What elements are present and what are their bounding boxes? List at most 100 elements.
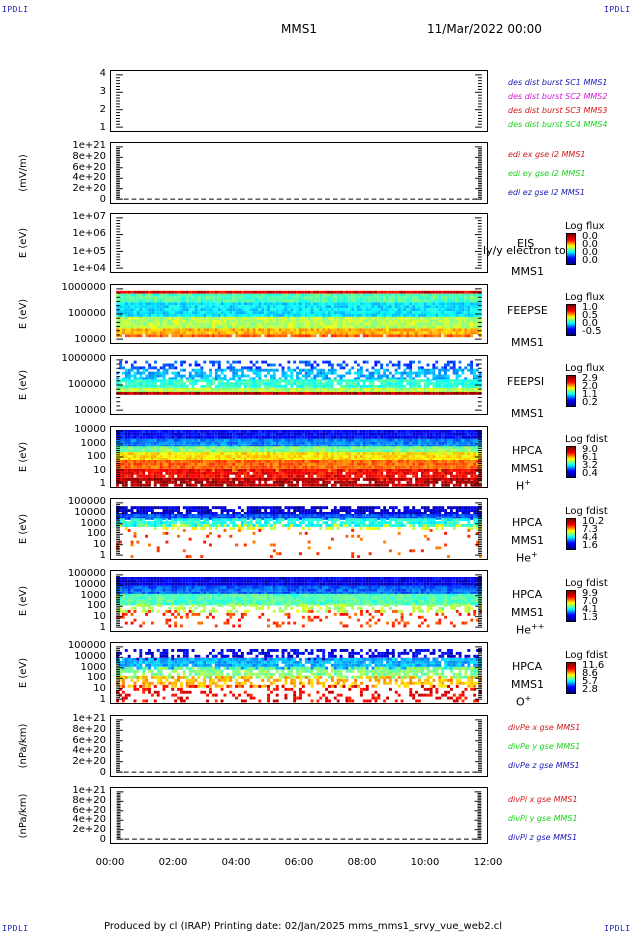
ylabel: E (eV) [18, 513, 29, 545]
xtick-label: 06:00 [284, 857, 314, 868]
colorbar-title: Log fdist [565, 650, 608, 661]
colorbar-tick: 6.1 [582, 452, 598, 463]
legend-entry: des dist burst SC4 MMS4 [508, 120, 608, 129]
ytick-label: 4 [99, 68, 106, 79]
ytick-label: 8e+20 [72, 723, 106, 735]
ytick-label: 100000 [67, 640, 106, 651]
colorbar-title: Log flux [565, 292, 605, 303]
ytick-label: 10 [93, 683, 106, 695]
spectrogram-p6 [116, 430, 482, 487]
spacecraft-label: MMS1 [511, 606, 544, 619]
spacecraft-label: MMS1 [511, 678, 544, 691]
colorbar [566, 375, 576, 407]
ytick-label: 1e+04 [72, 263, 106, 274]
ytick-label: 2 [99, 104, 106, 115]
panel-p8 [110, 570, 488, 632]
panel-p5 [110, 355, 488, 415]
legend-entry: divPe z gse MMS1 [508, 761, 580, 770]
panel-p6 [110, 426, 488, 488]
colorbar-tick: 11.6 [582, 660, 605, 671]
legend-entry: edi ey gse l2 MMS1 [508, 169, 586, 178]
instrument-label: FEEPSE [507, 304, 548, 317]
species-label: He+ [516, 550, 538, 565]
ytick-label: 6e+20 [72, 804, 106, 816]
legend-entry: des dist burst SC3 MMS3 [508, 106, 608, 115]
ytick-label: 1 [99, 122, 106, 133]
instrument-label: HPCA [512, 660, 543, 673]
species-charge: + [531, 550, 538, 559]
ytick-label: 10 [93, 611, 106, 623]
species-name: He [516, 623, 532, 637]
species-label: He++ [516, 622, 544, 637]
ytick-label: 1 [99, 478, 106, 489]
ytick-label: 4e+20 [72, 172, 106, 184]
colorbar-tick: 0.0 [582, 231, 598, 242]
spectrogram-p7 [116, 506, 482, 559]
instrument-label: HPCA [512, 588, 543, 601]
ytick-label: 10 [93, 539, 106, 551]
ytick-label: 10000 [74, 424, 106, 435]
species-name: He [516, 551, 532, 565]
panel-p10 [110, 715, 488, 777]
colorbar-tick: 0.0 [582, 255, 598, 266]
ytick-label: 1e+21 [72, 140, 106, 151]
ytick-label: 1e+21 [72, 785, 106, 796]
ytick-label: 4e+20 [72, 814, 106, 826]
ylabel: E (eV) [18, 657, 29, 689]
ylabel: E (eV) [18, 585, 29, 617]
panel-p4 [110, 284, 488, 344]
legend-entry: edi ez gse l2 MMS1 [508, 188, 585, 197]
spacecraft-label: MMS1 [511, 336, 544, 349]
ylabel: E (eV) [18, 298, 29, 330]
panel-p2 [110, 142, 488, 204]
ytick-label: 1000 [80, 589, 106, 601]
colorbar [566, 304, 576, 336]
legend-entry: divPe x gse MMS1 [508, 723, 581, 732]
panel-p5-plot [116, 359, 482, 411]
colorbar-tick: 4.1 [582, 604, 598, 615]
panel-p6-plot [116, 430, 482, 487]
ytick-label: 6e+20 [72, 161, 106, 173]
colorbar-tick: 4.4 [582, 532, 598, 543]
spacecraft-label: MMS1 [511, 534, 544, 547]
panel-p9-plot [116, 646, 482, 703]
ytick-label: 10000 [74, 578, 106, 590]
ytick-label: 100000 [67, 379, 106, 390]
colorbar-tick: 1.6 [582, 540, 598, 551]
panel-p1-plot [116, 74, 482, 128]
ytick-label: 1 [99, 550, 106, 561]
colorbar-tick: 1.3 [582, 612, 598, 623]
spectrogram-p8 [116, 577, 482, 628]
colorbar-tick: 0.0 [582, 247, 598, 258]
xtick-label: 04:00 [221, 857, 251, 868]
colorbar-tick: 8.6 [582, 668, 598, 679]
xtick-label: 02:00 [158, 857, 188, 868]
legend-entry: edi ex gse l2 MMS1 [508, 150, 586, 159]
ytick-label: 1000 [80, 437, 106, 449]
panel-p9 [110, 642, 488, 704]
colorbar-tick: 0.0 [582, 318, 598, 329]
colorbar-title: Log flux [565, 363, 605, 374]
species-name: O [516, 695, 525, 709]
spectrogram-p4 [116, 290, 482, 338]
ytick-label: 1000000 [61, 353, 106, 364]
species-charge: + [524, 694, 532, 703]
ytick-label: 1000 [80, 517, 106, 529]
xtick-label: 00:00 [95, 857, 125, 868]
instrument-label: FEEPSI [507, 375, 545, 388]
ytick-label: 1 [99, 694, 106, 705]
ytick-label: 10 [93, 464, 106, 476]
colorbar-tick: 0.2 [582, 397, 598, 408]
ylabel: (nPa/km) [18, 723, 29, 769]
ytick-label: 1e+06 [72, 228, 106, 240]
colorbar-tick: 5.7 [582, 676, 598, 687]
ytick-label: 4e+20 [72, 745, 106, 757]
panel-p7-plot [116, 502, 482, 559]
colorbar-tick: 1.0 [582, 302, 598, 313]
datetime-title: 11/Mar/2022 00:00 [427, 22, 542, 36]
panel-p10-plot [116, 719, 482, 773]
xtick-label: 10:00 [410, 857, 440, 868]
ylabel: (nPa/km) [18, 793, 29, 838]
panel-p4-plot [116, 288, 482, 340]
legend-entry: des dist burst SC2 MMS2 [508, 92, 608, 101]
